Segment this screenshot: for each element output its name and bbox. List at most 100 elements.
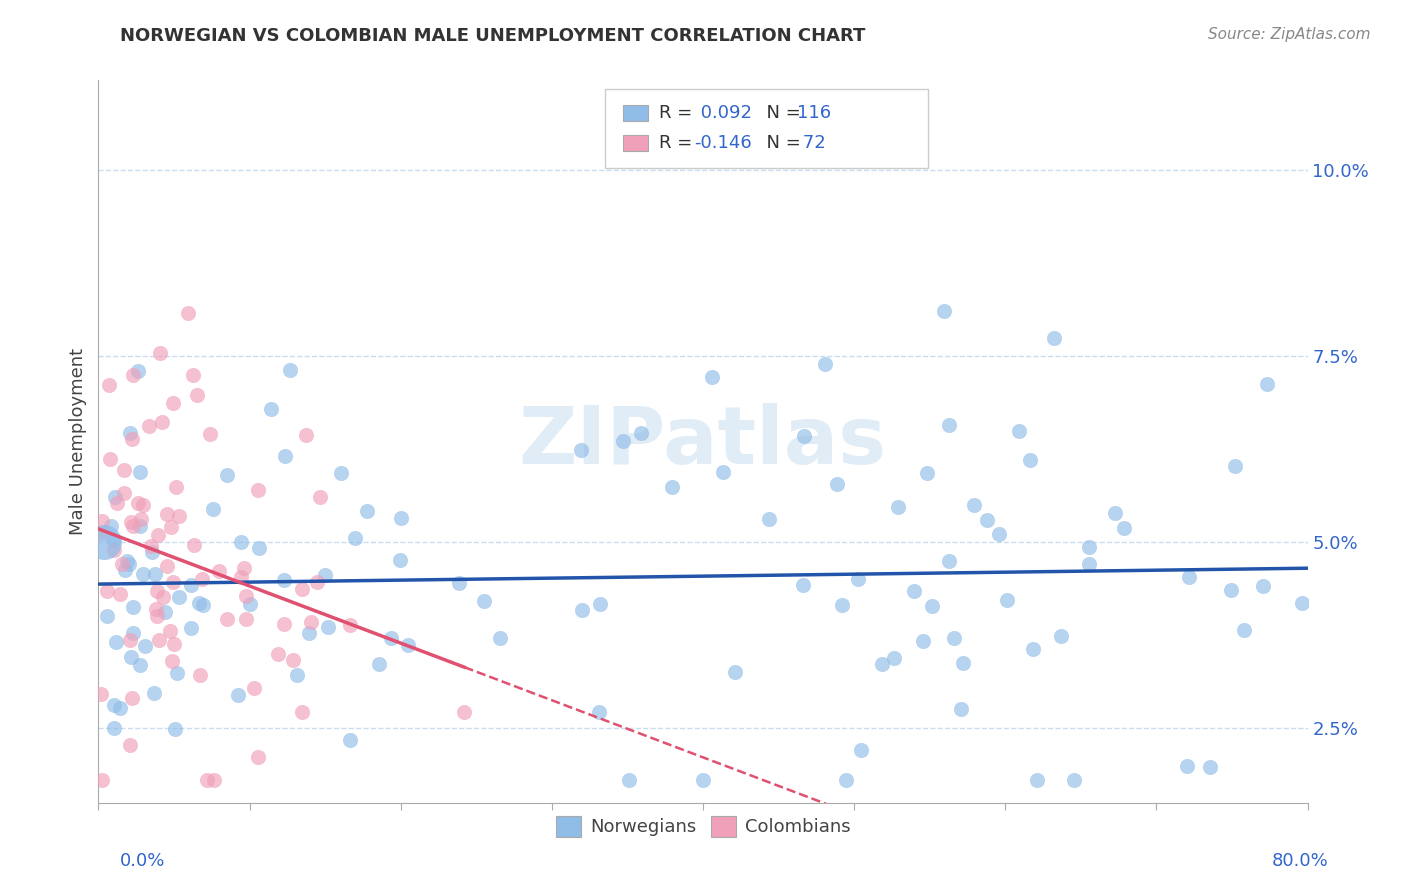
Point bbox=[942, 631, 965, 645]
Point bbox=[661, 480, 683, 494]
Point bbox=[285, 668, 308, 682]
Point bbox=[162, 396, 184, 410]
Point bbox=[91, 773, 114, 788]
Point bbox=[114, 563, 136, 577]
Point bbox=[117, 558, 139, 572]
Point bbox=[103, 721, 125, 735]
Text: 116: 116 bbox=[797, 104, 831, 122]
Point bbox=[100, 518, 122, 533]
Point bbox=[112, 463, 135, 477]
Point bbox=[195, 773, 218, 788]
Point bbox=[1026, 773, 1049, 788]
Point bbox=[167, 590, 190, 604]
Point bbox=[339, 618, 361, 632]
Point bbox=[146, 528, 169, 542]
Point bbox=[127, 363, 149, 377]
Point bbox=[711, 465, 734, 479]
Point bbox=[188, 597, 211, 611]
Point bbox=[396, 638, 419, 652]
Point bbox=[156, 507, 179, 521]
Point bbox=[314, 567, 336, 582]
Point bbox=[1077, 540, 1099, 554]
Point bbox=[911, 634, 934, 648]
Point bbox=[149, 346, 172, 360]
Point bbox=[103, 543, 125, 558]
Point bbox=[278, 362, 301, 376]
Point bbox=[201, 502, 224, 516]
Point bbox=[700, 370, 723, 384]
Point bbox=[793, 428, 815, 442]
Text: 80.0%: 80.0% bbox=[1272, 852, 1329, 870]
Point bbox=[141, 539, 163, 553]
Point bbox=[247, 541, 270, 556]
Point bbox=[163, 722, 186, 736]
Point bbox=[217, 468, 239, 483]
Legend: Norwegians, Colombians: Norwegians, Colombians bbox=[547, 807, 859, 846]
Point bbox=[938, 417, 960, 432]
Point bbox=[758, 512, 780, 526]
Point bbox=[247, 750, 270, 764]
Point bbox=[571, 603, 593, 617]
Point bbox=[183, 538, 205, 552]
Point bbox=[1104, 507, 1126, 521]
Point bbox=[118, 738, 141, 752]
Point bbox=[162, 574, 184, 589]
Point bbox=[181, 368, 204, 383]
Point bbox=[1178, 570, 1201, 584]
Point bbox=[887, 500, 910, 515]
Point bbox=[921, 599, 943, 613]
Point bbox=[166, 665, 188, 680]
Text: R =: R = bbox=[659, 104, 699, 122]
Point bbox=[281, 653, 304, 667]
Point bbox=[1233, 623, 1256, 637]
Point bbox=[120, 425, 142, 440]
Point bbox=[472, 594, 495, 608]
Point bbox=[273, 616, 295, 631]
Point bbox=[100, 452, 122, 467]
Point bbox=[138, 418, 160, 433]
Point bbox=[309, 490, 332, 504]
Point bbox=[274, 449, 297, 463]
Point bbox=[105, 635, 128, 649]
Point bbox=[291, 706, 314, 720]
Point bbox=[976, 512, 998, 526]
Point bbox=[870, 657, 893, 671]
Text: N =: N = bbox=[755, 104, 807, 122]
Point bbox=[1078, 558, 1101, 572]
Point bbox=[146, 584, 169, 599]
Point bbox=[630, 426, 652, 441]
Point bbox=[389, 510, 412, 524]
Point bbox=[295, 428, 318, 442]
Point bbox=[122, 518, 145, 533]
Point bbox=[488, 631, 510, 645]
Point bbox=[814, 357, 837, 371]
Point bbox=[131, 567, 153, 582]
Point bbox=[145, 602, 167, 616]
Point bbox=[208, 564, 231, 578]
Point bbox=[1291, 596, 1313, 610]
Point bbox=[120, 515, 142, 529]
Point bbox=[127, 496, 149, 510]
Point bbox=[846, 572, 869, 586]
Text: 72: 72 bbox=[797, 134, 825, 152]
Point bbox=[995, 593, 1018, 607]
Point bbox=[380, 631, 402, 645]
Point bbox=[1049, 628, 1071, 642]
Point bbox=[571, 443, 593, 458]
Point bbox=[191, 598, 214, 612]
Point bbox=[167, 508, 190, 523]
Point bbox=[692, 773, 714, 788]
Point bbox=[589, 597, 612, 611]
Text: 0.0%: 0.0% bbox=[120, 852, 165, 870]
Point bbox=[104, 491, 127, 505]
Point bbox=[1063, 773, 1085, 788]
Point bbox=[987, 527, 1010, 541]
Point bbox=[93, 535, 115, 549]
Point bbox=[233, 561, 256, 575]
Point bbox=[159, 520, 181, 534]
Point bbox=[316, 620, 339, 634]
Point bbox=[121, 368, 143, 382]
Point bbox=[235, 612, 257, 626]
Point bbox=[96, 584, 118, 599]
Text: NORWEGIAN VS COLOMBIAN MALE UNEMPLOYMENT CORRELATION CHART: NORWEGIAN VS COLOMBIAN MALE UNEMPLOYMENT… bbox=[120, 27, 865, 45]
